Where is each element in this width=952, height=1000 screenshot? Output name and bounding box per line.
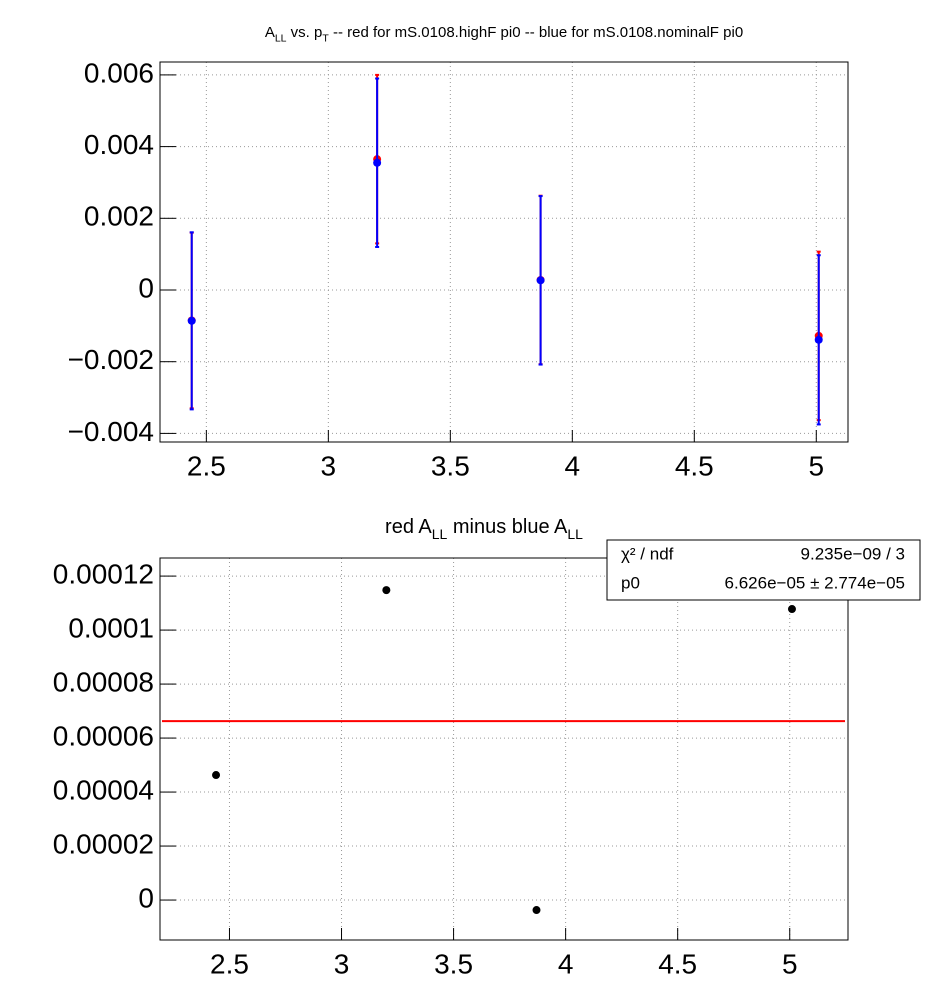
y-tick-label: −0.002 <box>68 344 154 375</box>
x-tick-label: 5 <box>782 948 798 979</box>
title-part: -- red for mS.0108.highF pi0 -- blue for… <box>329 24 743 41</box>
stats-value: 9.235e−09 / 3 <box>801 544 905 563</box>
x-tick-label: 3 <box>334 948 350 979</box>
title-part: vs. p <box>287 24 323 41</box>
x-tick-label: 5 <box>808 450 824 481</box>
plot-frame <box>159 557 849 941</box>
y-tick-label: 0.00006 <box>53 720 154 751</box>
x-tick-label: 4 <box>565 450 581 481</box>
x-tick-label: 4.5 <box>675 450 714 481</box>
marker <box>787 605 796 614</box>
title-part: red A <box>385 516 432 538</box>
y-tick-label: 0.00002 <box>53 828 154 859</box>
title-part: LL <box>432 526 448 542</box>
title-part: T <box>322 32 329 44</box>
y-tick-label: −0.004 <box>68 416 154 447</box>
y-tick-label: 0.006 <box>84 57 154 88</box>
y-tick-label: 0.004 <box>84 129 154 160</box>
chart-title: ALL vs. pT -- red for mS.0108.highF pi0 … <box>265 24 743 44</box>
chart-title: red ALL minus blue ALL <box>385 516 583 541</box>
y-tick-label: 0.002 <box>84 201 154 232</box>
y-tick-label: 0.00004 <box>53 774 154 805</box>
title-part: LL <box>567 526 583 542</box>
x-tick-label: 4 <box>558 948 574 979</box>
marker <box>814 335 823 344</box>
y-tick-label: 0 <box>138 272 154 303</box>
x-tick-label: 2.5 <box>210 948 249 979</box>
stats-label: p0 <box>621 573 640 592</box>
x-tick-label: 3.5 <box>431 450 470 481</box>
marker <box>536 276 545 285</box>
x-tick-label: 2.5 <box>187 450 226 481</box>
marker <box>187 316 196 325</box>
y-tick-label: 0.00008 <box>53 666 154 697</box>
marker <box>373 158 382 167</box>
marker <box>382 586 391 595</box>
stats-box <box>606 539 921 601</box>
title-part: LL <box>275 32 287 44</box>
x-tick-label: 3.5 <box>434 948 473 979</box>
marker <box>212 771 221 780</box>
stats-label: χ² / ndf <box>621 544 674 563</box>
plot-frame <box>159 61 849 443</box>
x-tick-label: 4.5 <box>658 948 697 979</box>
title-part: A <box>265 24 275 41</box>
y-tick-label: 0.00012 <box>53 558 154 589</box>
marker <box>532 906 541 915</box>
x-tick-label: 3 <box>321 450 337 481</box>
stats-value: 6.626e−05 ± 2.774e−05 <box>725 573 905 592</box>
title-part: minus blue A <box>447 516 568 538</box>
y-tick-label: 0 <box>138 882 154 913</box>
y-tick-label: 0.0001 <box>68 612 154 643</box>
